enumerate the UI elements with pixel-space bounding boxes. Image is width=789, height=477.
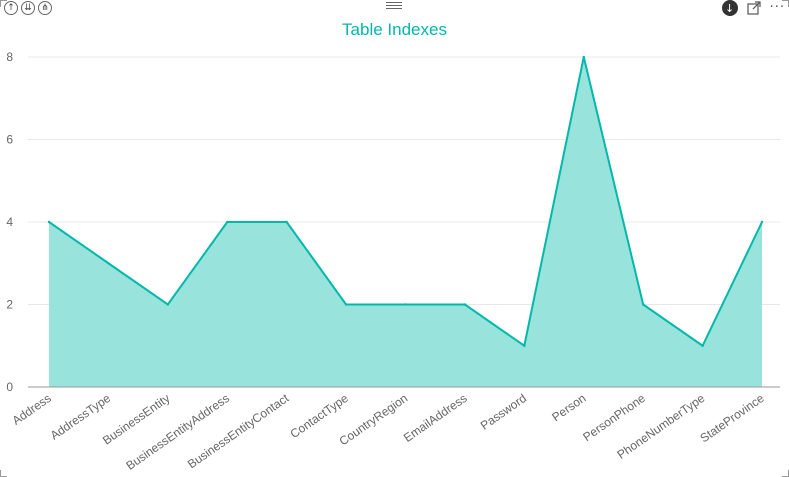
data-point: [285, 220, 288, 224]
x-tick-label: EmailAddress: [401, 391, 470, 445]
area-fill: [49, 57, 762, 387]
y-tick-label: 8: [6, 50, 13, 64]
data-point: [226, 220, 229, 224]
data-point: [760, 220, 764, 224]
data-point: [404, 303, 407, 306]
x-tick-label: StateProvince: [697, 391, 766, 446]
y-tick-label: 4: [6, 215, 13, 229]
drag-grip-icon[interactable]: [386, 2, 402, 11]
drill-controls: ↑ ⇊ ⋔: [4, 1, 52, 15]
download-icon[interactable]: ↓: [721, 0, 738, 16]
x-tick-label: Password: [478, 391, 529, 433]
y-tick-label: 6: [6, 133, 13, 147]
more-options-icon[interactable]: ···: [769, 0, 785, 15]
data-point: [166, 303, 170, 306]
data-point: [344, 303, 348, 306]
data-point: [701, 344, 704, 347]
expand-all-down-icon[interactable]: ⇊: [21, 1, 35, 15]
resize-handle-top-right[interactable]: [782, 0, 789, 7]
x-tick-label: BusinessEntityAddress: [123, 391, 232, 473]
visual-header: ↑ ⇊ ⋔ ↓ ···: [0, 0, 789, 18]
x-tick-label: Address: [10, 391, 54, 428]
y-tick-label: 0: [6, 380, 13, 394]
data-point: [523, 344, 526, 347]
drill-hierarchy-icon[interactable]: ⋔: [38, 1, 52, 15]
resize-handle-top-left[interactable]: [0, 0, 7, 7]
focus-mode-icon[interactable]: [746, 1, 761, 15]
data-point: [463, 303, 467, 306]
data-point: [47, 220, 51, 224]
drill-up-icon[interactable]: ↑: [4, 1, 18, 15]
x-tick-label: BusinessEntityContact: [185, 391, 292, 472]
resize-handle-bottom-right[interactable]: [782, 470, 789, 477]
y-tick-label: 2: [6, 298, 13, 312]
data-point: [582, 55, 585, 59]
resize-handle-bottom-left[interactable]: [0, 470, 7, 477]
data-point: [107, 262, 110, 265]
x-tick-label: Person: [549, 391, 588, 424]
chart-title: Table Indexes: [342, 20, 447, 39]
data-point: [641, 303, 645, 306]
visual-actions: ↓ ···: [721, 0, 785, 16]
